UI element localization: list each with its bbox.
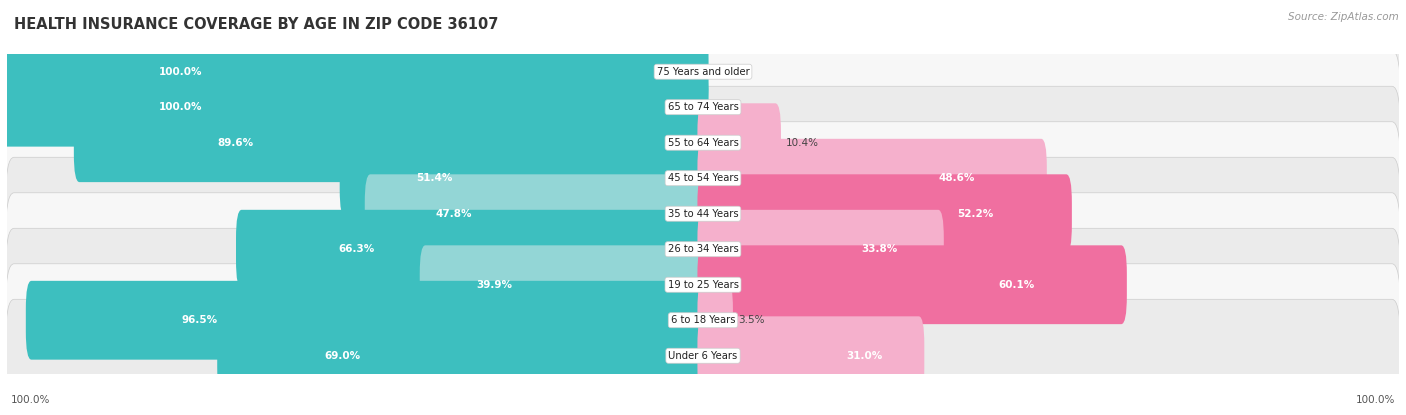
FancyBboxPatch shape — [217, 316, 709, 395]
FancyBboxPatch shape — [75, 103, 709, 182]
Text: 66.3%: 66.3% — [339, 244, 375, 254]
Text: 47.8%: 47.8% — [436, 209, 472, 219]
FancyBboxPatch shape — [6, 86, 1400, 199]
Text: 100.0%: 100.0% — [10, 395, 49, 405]
FancyBboxPatch shape — [236, 210, 709, 289]
Text: 89.6%: 89.6% — [218, 138, 253, 148]
Text: HEALTH INSURANCE COVERAGE BY AGE IN ZIP CODE 36107: HEALTH INSURANCE COVERAGE BY AGE IN ZIP … — [14, 17, 499, 32]
Text: Source: ZipAtlas.com: Source: ZipAtlas.com — [1288, 12, 1399, 22]
FancyBboxPatch shape — [6, 264, 1400, 377]
Text: 69.0%: 69.0% — [325, 351, 361, 361]
FancyBboxPatch shape — [697, 210, 943, 289]
FancyBboxPatch shape — [420, 245, 709, 324]
Text: 96.5%: 96.5% — [181, 315, 218, 325]
FancyBboxPatch shape — [6, 228, 1400, 341]
Text: 3.5%: 3.5% — [738, 315, 765, 325]
FancyBboxPatch shape — [6, 51, 1400, 164]
FancyBboxPatch shape — [6, 193, 1400, 306]
Text: 52.2%: 52.2% — [957, 209, 994, 219]
FancyBboxPatch shape — [1, 32, 709, 111]
Text: 31.0%: 31.0% — [846, 351, 883, 361]
Text: 10.4%: 10.4% — [786, 138, 818, 148]
Text: 100.0%: 100.0% — [159, 67, 202, 77]
FancyBboxPatch shape — [697, 174, 1071, 253]
Text: 39.9%: 39.9% — [477, 280, 513, 290]
FancyBboxPatch shape — [6, 157, 1400, 270]
FancyBboxPatch shape — [6, 15, 1400, 128]
Text: 100.0%: 100.0% — [159, 102, 202, 112]
Text: 51.4%: 51.4% — [416, 173, 453, 183]
Text: 19 to 25 Years: 19 to 25 Years — [668, 280, 738, 290]
FancyBboxPatch shape — [1, 68, 709, 146]
Text: 100.0%: 100.0% — [1357, 395, 1396, 405]
FancyBboxPatch shape — [697, 316, 924, 395]
Text: 26 to 34 Years: 26 to 34 Years — [668, 244, 738, 254]
Text: 35 to 44 Years: 35 to 44 Years — [668, 209, 738, 219]
Text: 6 to 18 Years: 6 to 18 Years — [671, 315, 735, 325]
FancyBboxPatch shape — [697, 139, 1047, 217]
FancyBboxPatch shape — [25, 281, 709, 360]
FancyBboxPatch shape — [6, 299, 1400, 412]
Text: 55 to 64 Years: 55 to 64 Years — [668, 138, 738, 148]
Text: 45 to 54 Years: 45 to 54 Years — [668, 173, 738, 183]
Text: Under 6 Years: Under 6 Years — [668, 351, 738, 361]
FancyBboxPatch shape — [697, 281, 733, 360]
FancyBboxPatch shape — [697, 245, 1126, 324]
Text: 75 Years and older: 75 Years and older — [657, 67, 749, 77]
FancyBboxPatch shape — [697, 103, 780, 182]
Text: 65 to 74 Years: 65 to 74 Years — [668, 102, 738, 112]
FancyBboxPatch shape — [364, 174, 709, 253]
FancyBboxPatch shape — [340, 139, 709, 217]
FancyBboxPatch shape — [6, 122, 1400, 234]
Text: 48.6%: 48.6% — [938, 173, 974, 183]
Text: 60.1%: 60.1% — [998, 280, 1035, 290]
Text: 33.8%: 33.8% — [862, 244, 897, 254]
